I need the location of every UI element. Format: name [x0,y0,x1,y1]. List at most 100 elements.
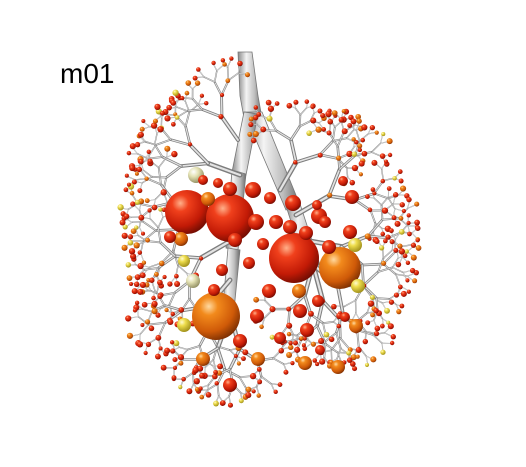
nodule [117,204,124,211]
branch-highlight [361,263,384,266]
nodule [389,340,395,346]
branch-highlight [217,383,220,397]
branch-highlight [181,298,190,311]
nodule [164,347,171,354]
nodule [141,231,146,236]
branch-highlight [148,322,166,325]
nodule [357,143,363,149]
branch-highlight [147,156,163,160]
nodule [415,225,421,231]
nodule [365,194,370,199]
nodule [143,350,148,356]
nodule [186,388,193,395]
nodule [319,216,331,228]
nodule [252,130,259,138]
branch-highlight [312,266,324,302]
nodule [138,214,145,221]
nodule [216,370,223,376]
branch-highlight [295,107,301,116]
nodule [250,137,257,144]
branch-highlight [343,300,356,307]
nodule [369,124,376,131]
nodule [349,179,356,186]
nodule [131,288,138,295]
nodule [225,78,231,84]
nodule [317,152,323,158]
nodule [198,386,203,391]
nodule [253,105,259,110]
branch-highlight [185,111,190,127]
branch-highlight [228,72,239,81]
nodule [206,194,254,242]
nodule [121,232,128,239]
branch-highlight [339,318,341,339]
nodule [132,308,138,313]
nodule [293,304,307,318]
nodule [123,213,130,220]
branch-highlight [178,346,188,350]
nodule [256,393,261,398]
nodule [223,378,237,392]
nodule [126,182,132,187]
nodule [141,260,147,265]
branch-highlight [187,345,201,351]
nodule [310,104,315,110]
nodule [158,346,163,351]
nodule [129,281,134,286]
nodule [213,178,223,188]
nodule [218,114,224,120]
nodule [396,309,402,315]
nodule [355,347,362,354]
nodule [150,122,158,129]
nodule [370,187,376,192]
nodule [158,260,165,267]
nodule [135,142,141,148]
branch-highlight [402,272,408,281]
nodule [193,378,200,385]
nodule [269,233,319,283]
nodule [164,145,171,152]
branch-highlight [217,347,226,371]
nodule [140,323,145,328]
branch-highlight [206,162,242,177]
branch-highlight [272,357,285,365]
nodule [180,95,185,101]
nodule [415,238,420,243]
branch-highlight [300,107,307,116]
nodule [152,118,159,124]
nodule [233,334,247,348]
nodule [192,367,199,374]
nodule [178,255,190,267]
nodule [184,90,190,96]
nodule [130,201,136,207]
nodule [155,312,161,318]
nodule [145,341,152,348]
nodule [253,296,260,303]
nodule [336,155,342,161]
nodule [137,188,143,194]
nodule [144,176,149,181]
nodule [134,274,141,281]
nodule [399,303,405,309]
nodule [139,281,147,288]
nodule [374,238,380,245]
nodule [355,354,360,359]
nodule [266,115,273,122]
nodule [151,300,158,308]
nodule [387,323,394,330]
branch-highlight [346,167,348,178]
nodule [410,242,417,248]
nodule [167,281,173,287]
branch-highlight [189,144,209,165]
nodule [299,226,313,240]
branch-highlight [227,66,229,81]
nodule [406,213,411,218]
nodule [137,131,144,138]
branch-highlight [203,76,216,83]
nodule [386,186,392,191]
nodule [386,138,393,145]
nodule [253,114,259,121]
nodule [256,366,262,372]
nodule [402,253,408,259]
branch-highlight [346,129,355,139]
